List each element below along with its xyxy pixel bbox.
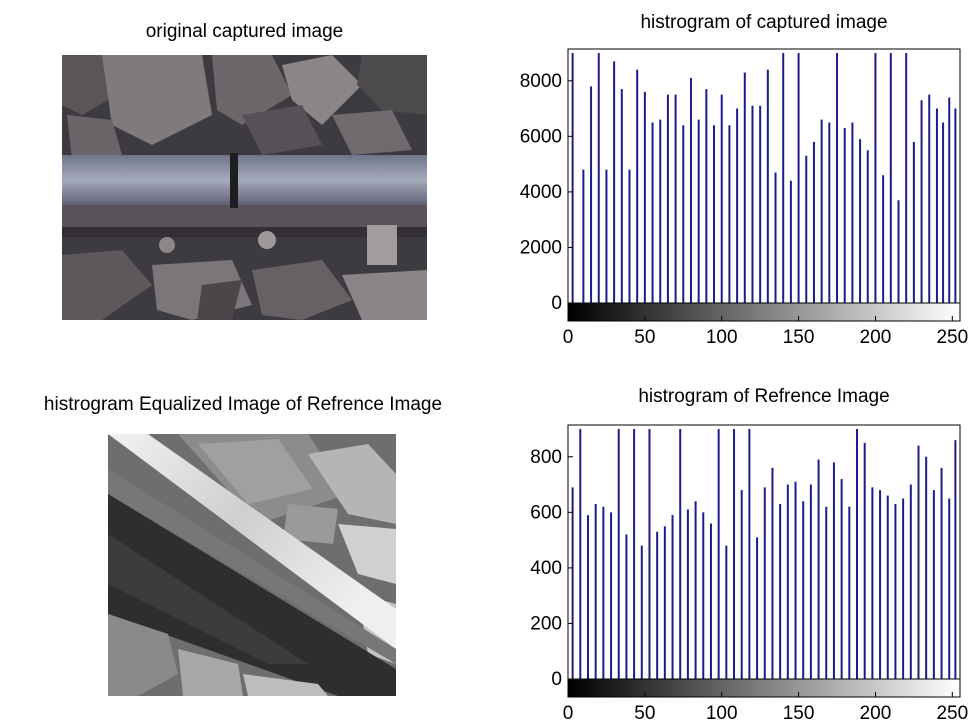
reference-histogram-xtick-label: 200 [860, 703, 892, 724]
captured-histogram-xtick-label: 250 [936, 327, 968, 348]
equalized-image-title: histrogram Equalized Image of Refrence I… [43, 394, 443, 415]
reference-histogram-ytick-label: 600 [530, 502, 562, 523]
captured-histogram-xtick-label: 0 [563, 327, 574, 348]
reference-histogram-ytick-label: 200 [530, 613, 562, 634]
captured-histogram-xtick-label: 200 [860, 327, 892, 348]
reference-histogram-xtick-label: 0 [563, 703, 574, 724]
reference-histogram-ytick-label: 400 [530, 558, 562, 579]
original-captured-photo [62, 55, 427, 320]
captured-histogram-ytick-label: 8000 [520, 71, 562, 92]
captured-histogram-ytick-label: 6000 [520, 126, 562, 147]
reference-histogram-xtick-label: 150 [783, 703, 815, 724]
captured-histogram-ytick-label: 4000 [520, 182, 562, 203]
captured-histogram-colorbar [567, 302, 961, 322]
reference-histogram-xtick-label: 250 [936, 703, 968, 724]
captured-histogram-title: histrogram of captured image [640, 12, 888, 33]
captured-histogram-xtick-label: 50 [634, 327, 655, 348]
captured-histogram-xtick-label: 150 [783, 327, 815, 348]
captured-histogram-axes-box [567, 48, 961, 322]
captured-histogram-xtick-label: 100 [706, 327, 738, 348]
reference-histogram-colorbar [567, 678, 961, 698]
captured-image-title: original captured image [145, 21, 344, 42]
reference-histogram-xtick-label: 50 [634, 703, 655, 724]
captured-histogram-ytick-label: 0 [551, 293, 562, 314]
equalized-reference-photo [108, 434, 396, 696]
captured-histogram-ytick-label: 2000 [520, 237, 562, 258]
reference-histogram-title: histrogram of Refrence Image [638, 386, 890, 407]
reference-histogram-ytick-label: 0 [551, 669, 562, 690]
reference-histogram-ytick-label: 800 [530, 447, 562, 468]
reference-histogram-xtick-label: 100 [706, 703, 738, 724]
